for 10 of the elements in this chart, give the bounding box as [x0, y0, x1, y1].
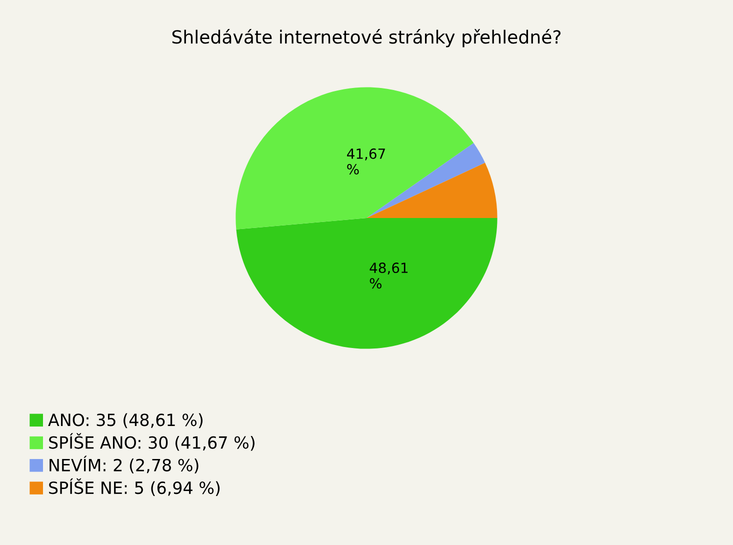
data-label: 41,67 % [347, 148, 385, 174]
pie-slice [236, 87, 474, 230]
legend-label: SPÍŠE NE: 5 (6,94 %) [49, 478, 220, 496]
data-label: 48,61 % [370, 262, 408, 289]
legend-label: NEVÍM: 2 (2,78 %) [50, 456, 198, 474]
pie-slice [366, 162, 498, 218]
legend-label: SPÍŠE ANO: 30 (41,67 %) [49, 433, 254, 451]
legend-label: ANO: 35 (48,61 %) [48, 413, 203, 428]
chart-title: Shledáváte internetové stránky přehledné? [172, 29, 561, 48]
pie-slice [236, 218, 498, 349]
